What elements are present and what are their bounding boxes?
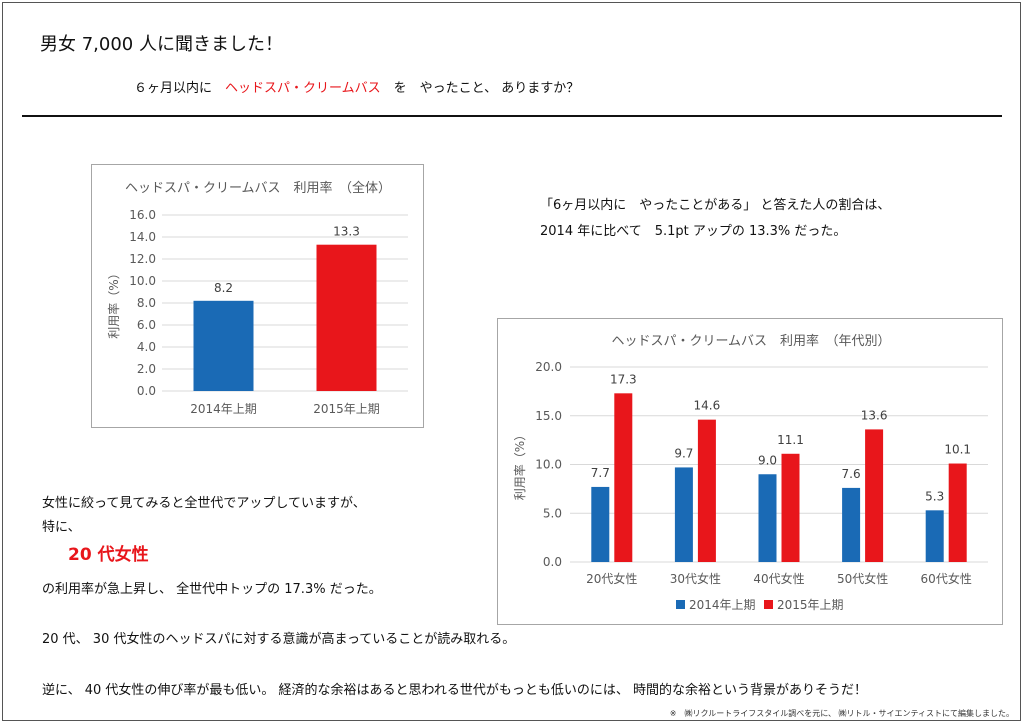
y-axis-label: 利用率（%）	[106, 267, 121, 338]
summary-text: 「6ヶ月以内に やったことがある」 と答えた人の割合は、 2014 年に比べて …	[540, 193, 890, 245]
data-label: 9.7	[674, 446, 693, 460]
y-axis-label: 利用率（%）	[512, 429, 527, 500]
y-tick-label: 5.0	[543, 506, 562, 520]
question-prefix: ６ヶ月以内に	[134, 81, 226, 96]
body-line-4: 20 代、 30 代女性のヘッドスパに対する意識が高まっていることが読み取れる。	[42, 632, 516, 647]
y-tick-label: 20.0	[535, 360, 562, 374]
x-tick-label: 2014年上期	[190, 402, 257, 416]
age-group-usage-chart-svg: ヘッドスパ・クリームバス 利用率 （年代別） 0.0 5.0 10.0 15.0 20.0…	[512, 333, 988, 612]
bar	[674, 467, 693, 562]
x-tick-label: 30代女性	[670, 571, 721, 586]
legend-swatch	[764, 600, 773, 609]
bar	[925, 510, 944, 562]
source-note: ※ ㈱リクルートライフスタイル調べを元に、 ㈱リトル・サイエンティストにて編集し…	[669, 709, 1014, 718]
chart-title: ヘッドスパ・クリームバス 利用率 （年代別）	[611, 333, 890, 349]
data-label: 14.6	[694, 399, 721, 413]
body-line-1: 女性に絞って見てみると全世代でアップしていますが、	[42, 496, 366, 511]
data-label: 5.3	[925, 489, 944, 503]
summary-line-2: 2014 年に比べて 5.1pt アップの 13.3% だった。	[540, 224, 847, 239]
y-tick-label: 4.0	[137, 340, 156, 354]
bar	[781, 453, 800, 562]
y-tick-label: 0.0	[137, 384, 156, 398]
bar	[193, 300, 254, 391]
y-tick-label: 10.0	[535, 458, 562, 472]
data-label: 17.3	[610, 372, 637, 386]
bar	[865, 429, 884, 562]
body-highlight: 20 代女性	[68, 545, 149, 565]
x-tick-label: 60代女性	[921, 571, 972, 586]
y-tick-label: 2.0	[137, 362, 156, 376]
legend-label: 2014年上期	[689, 598, 756, 612]
summary-line-1: 「6ヶ月以内に やったことがある」 と答えた人の割合は、	[540, 198, 891, 213]
legend-label: 2015年上期	[777, 598, 844, 612]
body-line-5: 逆に、 40 代女性の伸び率が最も低い。 経済的な余裕はあると思われる世代がもっ…	[42, 683, 868, 698]
x-tick-label: 2015年上期	[313, 402, 380, 416]
y-tick-label: 6.0	[137, 318, 156, 332]
body-line-2: 特に、	[42, 520, 81, 535]
y-tick-label: 8.0	[137, 296, 156, 310]
y-tick-label: 0.0	[543, 555, 562, 569]
y-tick-label: 16.0	[129, 208, 156, 222]
data-label: 13.3	[333, 225, 360, 239]
page-title: 男女 7,000 人に聞きました！	[40, 34, 283, 55]
body-line-3: の利用率が急上昇し、 全世代中トップの 17.3% だった。	[42, 582, 382, 597]
age-group-usage-chart: ヘッドスパ・クリームバス 利用率 （年代別） 0.0 5.0 10.0 15.0 20.0…	[497, 318, 1003, 625]
bar	[614, 393, 633, 562]
data-label: 8.2	[214, 281, 233, 295]
bar	[842, 487, 861, 562]
overall-usage-chart-svg: ヘッドスパ・クリームバス 利用率 （全体） 0.0 2.0 4.0 6.0 8.0 10.0…	[106, 180, 408, 416]
data-label: 13.6	[861, 408, 888, 422]
y-tick-label: 10.0	[129, 274, 156, 288]
survey-question: ６ヶ月以内に ヘッドスパ・クリームバス を やったこと、 ありますか？	[134, 77, 579, 96]
data-label: 9.0	[758, 453, 777, 467]
bar	[948, 463, 967, 562]
overall-usage-chart: ヘッドスパ・クリームバス 利用率 （全体） 0.0 2.0 4.0 6.0 8.0 10.0…	[91, 164, 424, 428]
data-label: 7.7	[591, 466, 610, 480]
question-highlight: ヘッドスパ・クリームバス	[225, 81, 381, 96]
x-tick-label: 40代女性	[753, 571, 804, 586]
bar	[697, 419, 716, 562]
x-tick-label: 20代女性	[586, 571, 637, 586]
y-tick-label: 12.0	[129, 252, 156, 266]
y-tick-label: 15.0	[535, 409, 562, 423]
x-tick-label: 50代女性	[837, 571, 888, 586]
data-label: 11.1	[777, 433, 804, 447]
header-divider	[22, 115, 1002, 117]
data-label: 10.1	[944, 443, 971, 457]
y-tick-label: 14.0	[129, 230, 156, 244]
chart-title: ヘッドスパ・クリームバス 利用率 （全体）	[125, 180, 391, 196]
question-suffix: を やったこと、 ありますか？	[380, 81, 580, 96]
bar	[316, 244, 377, 391]
bar	[758, 474, 777, 562]
data-label: 7.6	[842, 467, 861, 481]
legend-swatch	[676, 600, 685, 609]
bar	[591, 486, 610, 562]
